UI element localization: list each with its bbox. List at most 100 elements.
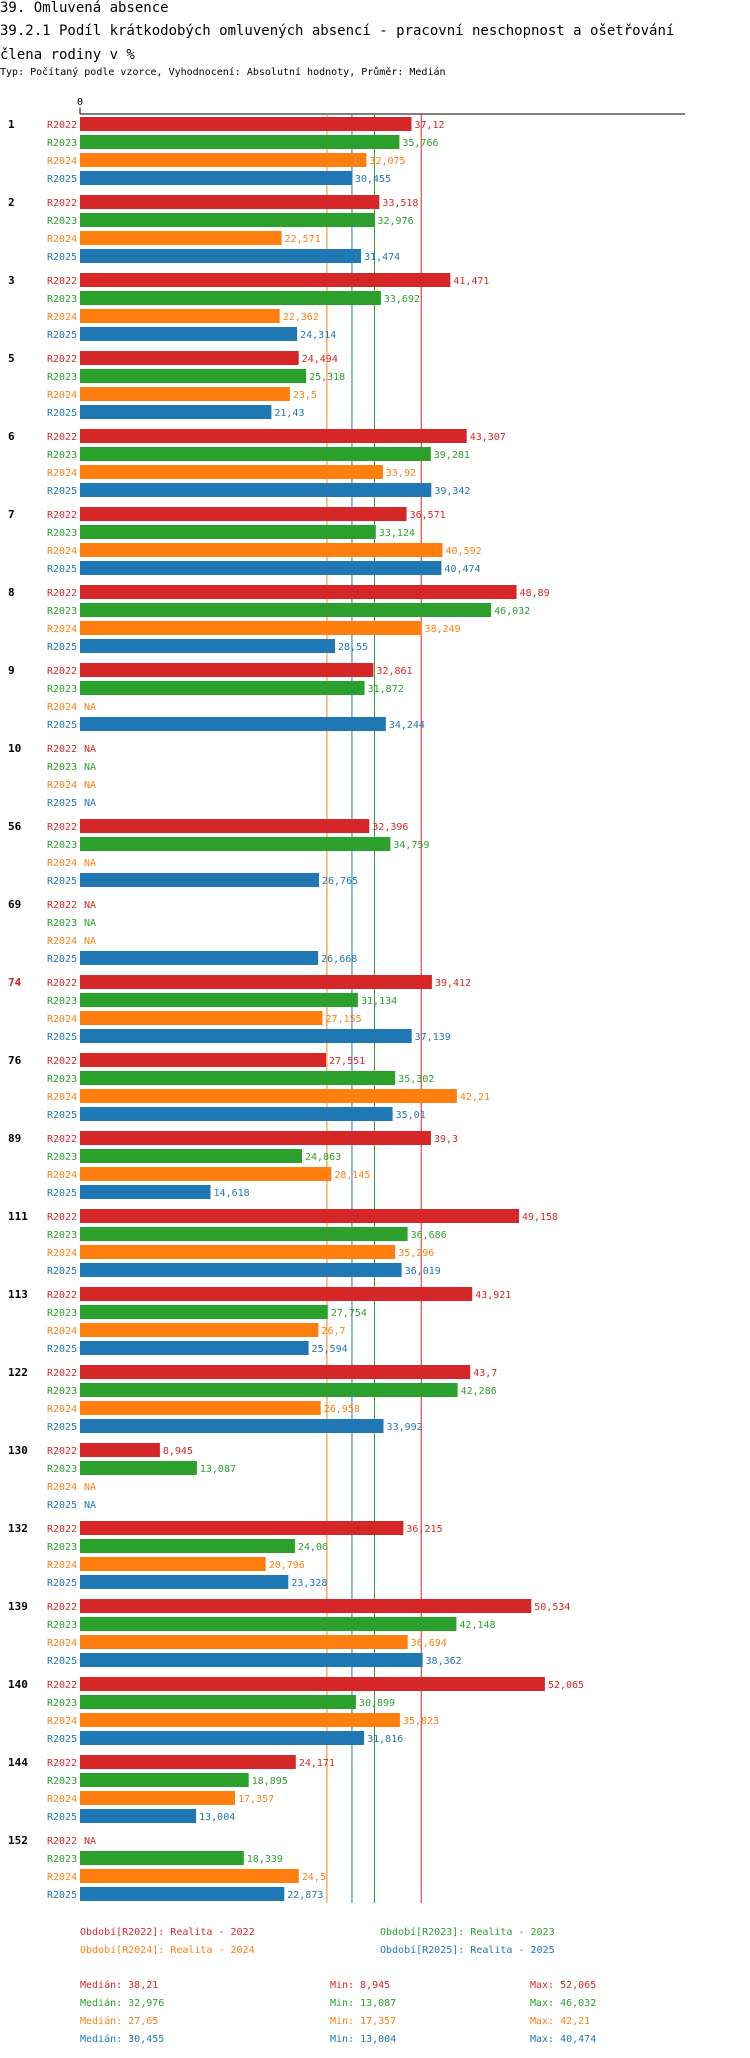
bar-value-label: 26,668 [321,954,357,965]
bar [80,249,362,263]
bar [80,525,376,539]
stat-min: Min: 17,357 [330,2016,396,2027]
stat-median: Medián: 30,455 [80,2033,164,2045]
na-label: NA [84,1836,96,1847]
series-label: R2025 [47,1422,77,1433]
bar-value-label: 24,863 [305,1152,341,1163]
series-label: R2023 [47,1698,77,1709]
series-label: R2023 [47,996,77,1007]
bar-value-label: 35,823 [403,1716,439,1727]
series-label: R2025 [47,174,77,185]
series-label: R2023 [47,1074,77,1085]
bar-value-label: 24,06 [298,1542,328,1553]
bar [80,1887,285,1901]
series-label: R2025 [47,1656,77,1667]
bar-value-label: 41,471 [453,276,489,287]
group-label: 9 [8,664,15,677]
bar-value-label: 50,534 [534,1602,570,1613]
stat-min: Min: 8,945 [330,1980,390,1991]
series-label: R2025 [47,1110,77,1121]
bar-value-label: 43,307 [470,432,506,443]
bar-value-label: 31,134 [361,996,397,1007]
series-label: R2023 [47,918,77,929]
group-label: 139 [8,1600,28,1613]
series-label: R2024 [47,312,77,323]
bar [80,1401,321,1415]
bar [80,1791,235,1805]
bar [80,1071,396,1085]
bar [80,387,290,401]
bar-value-label: 36,571 [410,510,446,521]
na-label: NA [84,762,96,773]
series-label: R2022 [47,666,77,677]
bar-value-label: 13,004 [199,1812,235,1823]
bar [80,1557,266,1571]
bar [80,1617,457,1631]
series-label: R2022 [47,1056,77,1067]
bar-value-label: 42,286 [461,1386,497,1397]
bar-value-label: 33,992 [387,1422,423,1433]
bar [80,993,358,1007]
bar-value-label: 18,895 [252,1776,288,1787]
series-label: R2022 [47,1368,77,1379]
bar [80,873,319,887]
series-label: R2023 [47,1464,77,1475]
series-label: R2022 [47,1446,77,1457]
chart-subtitle: Typ: Počítaný podle vzorce, Vyhodnocení:… [0,67,446,78]
series-label: R2024 [47,1482,77,1493]
series-label: R2022 [47,900,77,911]
bar [80,1869,299,1883]
bar [80,405,272,419]
series-label: R2022 [47,744,77,755]
bar-value-label: 28,55 [338,642,368,653]
bar-value-label: 26,765 [322,876,358,887]
bar [80,309,280,323]
bar-value-label: 36,686 [411,1230,447,1241]
chart-title-line-2: člena rodiny v % [0,47,135,63]
series-label: R2023 [47,1308,77,1319]
series-label: R2025 [47,330,77,341]
stat-min: Min: 13,004 [330,2034,396,2045]
bar-value-label: 33,518 [382,198,418,209]
bar-value-label: 27,155 [325,1014,361,1025]
na-label: NA [84,780,96,791]
series-label: R2022 [47,1602,77,1613]
series-label: R2025 [47,486,77,497]
bar-value-label: 35,766 [402,138,438,149]
series-label: R2024 [47,1092,77,1103]
bar-value-label: 34,244 [389,720,425,731]
series-label: R2024 [47,1638,77,1649]
bar-value-label: 39,281 [434,450,470,461]
series-label: R2023 [47,216,77,227]
stat-max: Max: 42,21 [530,2016,590,2027]
bar-value-label: 35,01 [396,1110,426,1121]
series-label: R2023 [47,138,77,149]
group-label: 111 [8,1210,28,1223]
bar-value-label: 52,065 [548,1680,584,1691]
series-label: R2023 [47,1854,77,1865]
na-label: NA [84,1482,96,1493]
group-label: 130 [8,1444,28,1457]
bar [80,1599,532,1613]
series-label: R2022 [47,978,77,989]
na-label: NA [84,936,96,947]
series-label: R2022 [47,198,77,209]
bar [80,1383,458,1397]
bar-value-label: 8,945 [163,1446,193,1457]
bar [80,681,365,695]
bar [80,1305,328,1319]
bar [80,1677,545,1691]
bar-value-label: 40,474 [444,564,480,575]
bar [80,273,451,287]
bar-value-label: 25,318 [309,372,345,383]
bar [80,1653,423,1667]
bar [80,819,370,833]
bar-value-label: 30,455 [355,174,391,185]
stat-min: Min: 13,087 [330,1998,396,2009]
stat-max: Max: 46,032 [530,1998,596,2009]
bar-value-label: 48,89 [520,588,550,599]
stat-max: Max: 52,065 [530,1980,596,1991]
bar [80,1287,473,1301]
na-label: NA [84,900,96,911]
na-label: NA [84,1500,96,1511]
